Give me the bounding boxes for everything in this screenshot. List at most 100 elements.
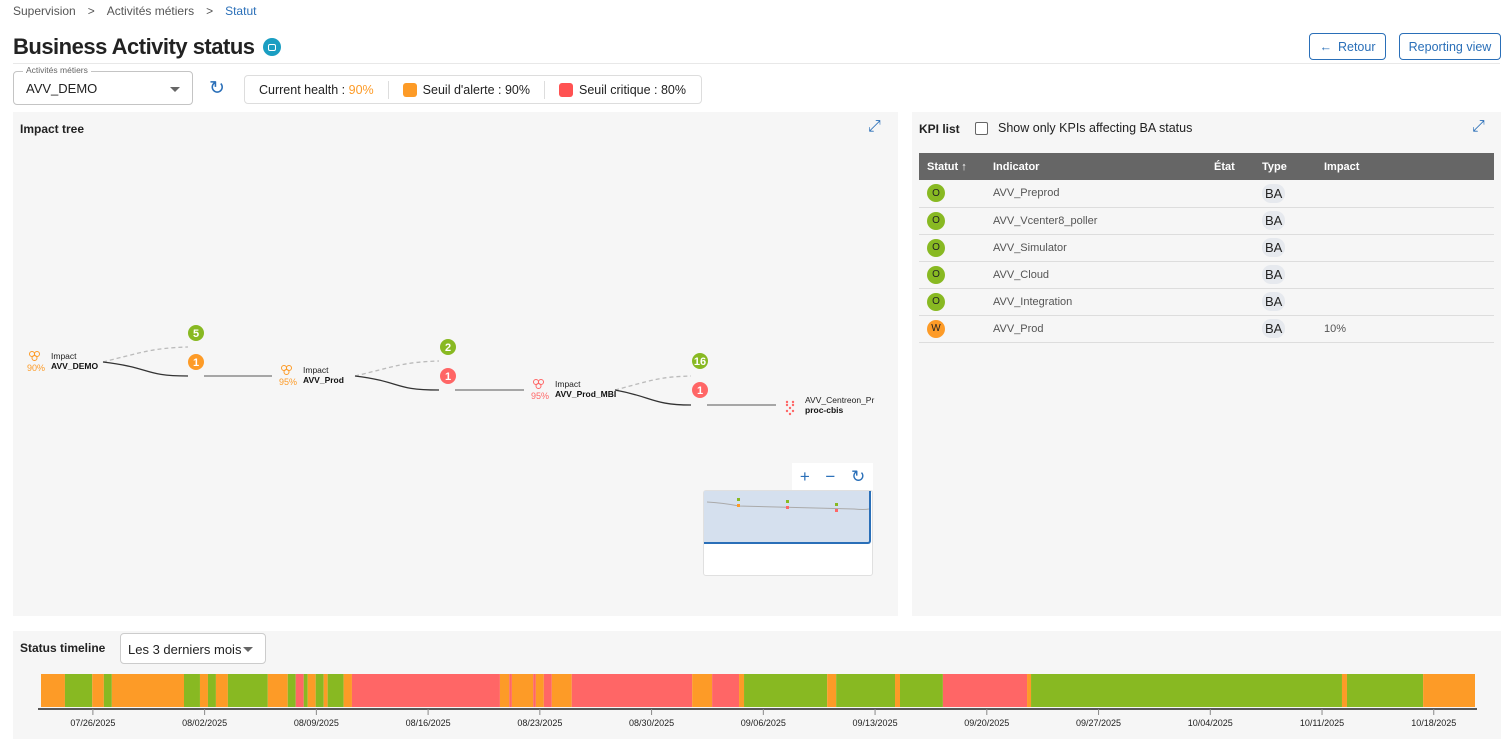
timeline-segment-warning[interactable] xyxy=(827,674,837,707)
expand-icon[interactable]: ⤢ xyxy=(868,118,881,135)
node-percent: 95% xyxy=(279,377,297,387)
timeline-segment-warning[interactable] xyxy=(267,674,288,707)
timeline-segment-ok[interactable] xyxy=(744,674,828,707)
zoom-out-button[interactable]: − xyxy=(825,466,836,486)
timeline-segment-critical[interactable] xyxy=(509,674,512,707)
timeline-segment-ok[interactable] xyxy=(315,674,324,707)
timeline-segment-warning[interactable] xyxy=(499,674,510,707)
kpi-row[interactable]: O AVV_Vcenter8_poller BA xyxy=(919,207,1494,235)
timeline-segment-critical[interactable] xyxy=(571,674,693,707)
minimap[interactable] xyxy=(703,490,873,576)
timeline-segment-ok[interactable] xyxy=(287,674,296,707)
count-badge[interactable]: 1 xyxy=(440,368,456,384)
reporting-view-button[interactable]: Reporting view xyxy=(1399,33,1501,60)
count-badge[interactable]: 16 xyxy=(692,353,708,369)
count-badge-text: 1 xyxy=(445,371,451,383)
timeline-segment-warning[interactable] xyxy=(323,674,328,707)
timeline-segment-ok[interactable] xyxy=(303,674,308,707)
timeline-segment-ok[interactable] xyxy=(184,674,200,707)
timeline-segment-warning[interactable] xyxy=(215,674,228,707)
timeline-segment-warning[interactable] xyxy=(1027,674,1032,707)
kpi-type-cell: BA xyxy=(1254,261,1316,289)
timeline-segment-warning[interactable] xyxy=(343,674,352,707)
timeline-segment-warning[interactable] xyxy=(199,674,208,707)
kpi-filter-checkbox[interactable] xyxy=(975,122,988,135)
col-statut[interactable]: Statut ↑ xyxy=(919,153,985,180)
timeline-segment-warning[interactable] xyxy=(1423,674,1475,707)
count-badge[interactable]: 1 xyxy=(692,382,708,398)
chevron-right-icon: > xyxy=(206,4,214,18)
expand-icon[interactable]: ⤢ xyxy=(1472,118,1485,135)
count-badge[interactable]: 5 xyxy=(188,325,204,341)
timeline-segment-ok[interactable] xyxy=(207,674,216,707)
timeline-segment-ok[interactable] xyxy=(1346,674,1424,707)
timeline-segment-warning[interactable] xyxy=(1341,674,1347,707)
timeline-segment-critical[interactable] xyxy=(295,674,304,707)
kpi-row[interactable]: W AVV_Prod BA 10% xyxy=(919,315,1494,343)
timeline-segment-warning[interactable] xyxy=(111,674,185,707)
status-timeline-chart[interactable]: 07/26/2025 08/02/2025 08/09/2025 08/16/2025… xyxy=(0,668,1504,738)
kpi-indicator[interactable]: AVV_Preprod xyxy=(985,180,1206,208)
kpi-impact: 10% xyxy=(1316,315,1494,343)
period-select[interactable]: Les 3 derniers mois xyxy=(120,633,266,664)
back-button[interactable]: ← Retour xyxy=(1309,33,1386,60)
warning-square-icon xyxy=(402,82,417,97)
timeline-segment-ok[interactable] xyxy=(1031,674,1342,707)
kpi-title: KPI list xyxy=(919,122,960,136)
reset-zoom-button[interactable]: ↻ xyxy=(850,466,866,486)
count-badge[interactable]: 2 xyxy=(440,339,456,355)
breadcrumb-supervision[interactable]: Supervision xyxy=(13,4,76,18)
col-impact[interactable]: Impact xyxy=(1316,153,1494,180)
count-badge-text: 5 xyxy=(193,328,199,340)
col-etat[interactable]: État xyxy=(1206,153,1254,180)
timeline-segment-warning[interactable] xyxy=(692,674,713,707)
timeline-segment-ok[interactable] xyxy=(327,674,344,707)
timeline-segment-critical[interactable] xyxy=(712,674,740,707)
timeline-segment-critical[interactable] xyxy=(351,674,500,707)
zoom-in-button[interactable]: + xyxy=(799,466,810,486)
breadcrumb-activites[interactable]: Activités métiers xyxy=(106,4,195,18)
col-type[interactable]: Type xyxy=(1254,153,1316,180)
refresh-icon[interactable]: ↻ xyxy=(209,78,225,99)
kpi-row[interactable]: O AVV_Cloud BA xyxy=(919,261,1494,289)
kpi-indicator[interactable]: AVV_Simulator xyxy=(985,234,1206,262)
timeline-segment-critical[interactable] xyxy=(533,674,536,707)
minimap-viewport[interactable] xyxy=(704,491,871,544)
kpi-row[interactable]: O AVV_Preprod BA xyxy=(919,180,1494,208)
timeline-segment-warning[interactable] xyxy=(551,674,572,707)
timeline-segment-warning[interactable] xyxy=(895,674,901,707)
timeline-segment-critical[interactable] xyxy=(543,674,552,707)
kpi-indicator[interactable]: AVV_Vcenter8_poller xyxy=(985,207,1206,235)
kpi-indicator[interactable]: AVV_Cloud xyxy=(985,261,1206,289)
timeline-segment-warning[interactable] xyxy=(739,674,745,707)
kpi-row[interactable]: O AVV_Integration BA xyxy=(919,288,1494,316)
timeline-segment-ok[interactable] xyxy=(836,674,896,707)
col-indicator[interactable]: Indicator xyxy=(985,153,1206,180)
warning-threshold: Seuil d'alerte : 90% xyxy=(389,80,545,99)
timeline-segment-ok[interactable] xyxy=(64,674,93,707)
kpi-filter-label[interactable]: Show only KPIs affecting BA status xyxy=(998,121,1193,135)
ba-icon xyxy=(281,365,292,375)
timeline-segment-warning[interactable] xyxy=(307,674,316,707)
info-chat-icon[interactable] xyxy=(262,38,281,56)
timeline-segment-warning[interactable] xyxy=(41,674,65,707)
timeline-segment-critical[interactable] xyxy=(942,674,1028,707)
activity-select[interactable]: Activités métiers AVV_DEMO xyxy=(13,65,193,105)
kpi-state xyxy=(1206,180,1254,208)
timeline-segment-warning[interactable] xyxy=(511,674,534,707)
timeline-segment-ok[interactable] xyxy=(103,674,112,707)
timeline-segment-ok[interactable] xyxy=(227,674,268,707)
timeline-segment-ok[interactable] xyxy=(900,674,943,707)
timeline-segment-warning[interactable] xyxy=(535,674,544,707)
kpi-row[interactable]: O AVV_Simulator BA xyxy=(919,234,1494,262)
kpi-indicator[interactable]: AVV_Integration xyxy=(985,288,1206,316)
count-badge[interactable]: 1 xyxy=(188,354,204,370)
kpi-indicator[interactable]: AVV_Prod xyxy=(985,315,1206,343)
timeline-segment-warning[interactable] xyxy=(92,674,104,707)
activity-select-label: Activités métiers xyxy=(23,65,91,75)
